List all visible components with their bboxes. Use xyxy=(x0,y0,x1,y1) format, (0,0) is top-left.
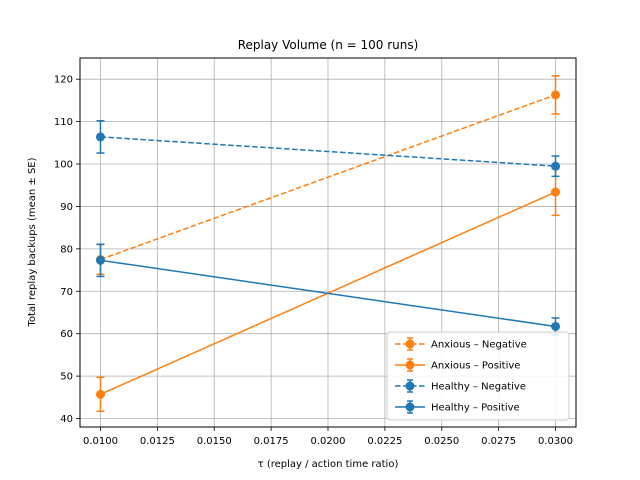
legend-marker xyxy=(405,402,415,412)
series-line xyxy=(100,94,556,261)
x-tick-label: 0.0175 xyxy=(254,436,289,447)
legend-marker xyxy=(405,381,415,391)
series-layer xyxy=(95,75,561,413)
x-tick-label: 0.0125 xyxy=(140,436,175,447)
y-tick-label: 80 xyxy=(60,244,73,255)
y-axis: 40 50 60 70 80 90 100 110 120 xyxy=(54,75,80,425)
data-point xyxy=(551,90,561,100)
x-tick-label: 0.0100 xyxy=(83,436,118,447)
x-tick-label: 0.0150 xyxy=(197,436,232,447)
y-tick-label: 120 xyxy=(54,75,73,86)
y-tick-label: 40 xyxy=(60,414,73,425)
legend-label: Healthy – Negative xyxy=(431,382,526,393)
y-tick-label: 70 xyxy=(60,287,73,298)
series-line xyxy=(100,259,556,328)
data-point xyxy=(95,255,105,265)
y-tick-label: 100 xyxy=(54,160,73,171)
data-point xyxy=(95,132,105,142)
legend: Anxious – Negative Anxious – Positive Heal… xyxy=(386,331,570,421)
legend-marker xyxy=(405,360,415,370)
x-axis-label: τ (replay / action time ratio) xyxy=(258,459,399,470)
y-tick-label: 110 xyxy=(54,117,73,128)
series-line xyxy=(100,136,556,167)
x-tick-label: 0.0200 xyxy=(311,436,346,447)
x-tick-label: 0.0300 xyxy=(538,436,573,447)
legend-label: Anxious – Negative xyxy=(431,340,527,351)
x-tick-label: 0.0275 xyxy=(481,436,516,447)
legend-box xyxy=(386,331,570,421)
y-axis-label: Total replay backups (mean ± SE) xyxy=(27,157,38,327)
data-point xyxy=(551,161,561,171)
x-tick-label: 0.0250 xyxy=(424,436,459,447)
series-2 xyxy=(95,120,561,178)
legend-label: Anxious – Positive xyxy=(431,361,520,372)
y-tick-label: 50 xyxy=(60,372,73,383)
grid-lines xyxy=(80,58,576,427)
data-point xyxy=(551,187,561,197)
series-3 xyxy=(95,243,561,336)
legend-label: Healthy – Positive xyxy=(431,403,520,414)
legend-marker xyxy=(405,339,415,349)
chart-title: Replay Volume (n = 100 runs) xyxy=(238,38,419,52)
x-tick-label: 0.0225 xyxy=(367,436,402,447)
data-point xyxy=(551,321,561,331)
y-tick-label: 90 xyxy=(60,202,73,213)
y-tick-label: 60 xyxy=(60,329,73,340)
data-point xyxy=(95,389,105,399)
x-axis: 0.0100 0.0125 0.0150 0.0175 0.0200 0.0225 0.02… xyxy=(83,427,573,447)
